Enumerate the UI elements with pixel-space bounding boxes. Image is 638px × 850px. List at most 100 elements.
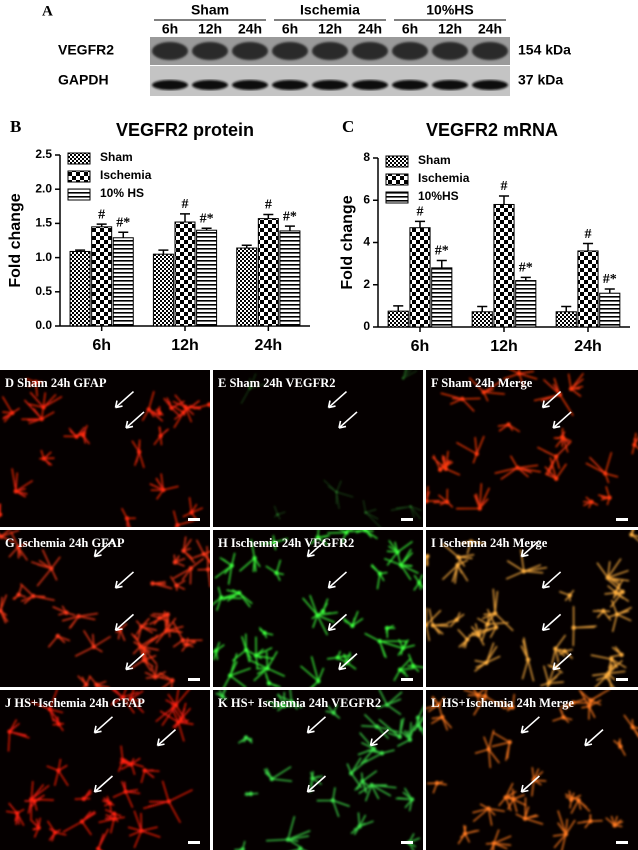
cell-body bbox=[379, 751, 385, 756]
cell-body bbox=[189, 510, 194, 515]
cell-process bbox=[172, 557, 205, 585]
cell-process bbox=[533, 377, 574, 417]
arrow bbox=[93, 716, 114, 734]
significance: # bbox=[265, 198, 272, 213]
cell-process bbox=[623, 714, 638, 738]
cell-body bbox=[456, 554, 461, 560]
cell-body bbox=[511, 797, 516, 802]
cell-body bbox=[236, 590, 242, 596]
cells bbox=[5, 690, 194, 850]
cell-process bbox=[441, 556, 469, 584]
cell-body bbox=[128, 696, 133, 702]
cell-process bbox=[384, 548, 419, 581]
cell-process bbox=[131, 439, 145, 469]
micrograph: L HS+Ischemia 24h Merge bbox=[426, 690, 638, 850]
cell-process bbox=[112, 780, 141, 808]
cell-body bbox=[620, 589, 625, 595]
y-tick-label: 2.0 bbox=[35, 181, 52, 195]
y-tick-label: 2.5 bbox=[35, 147, 52, 161]
cell-process bbox=[500, 693, 516, 712]
cell-process bbox=[376, 690, 403, 716]
significance: #* bbox=[435, 244, 449, 259]
significance: #* bbox=[519, 261, 533, 276]
scale-bar bbox=[188, 841, 200, 844]
scale-bar bbox=[188, 518, 200, 521]
error-bar bbox=[118, 231, 129, 238]
cell-process bbox=[170, 702, 192, 729]
cell-body bbox=[603, 471, 608, 476]
cell-body bbox=[374, 724, 380, 729]
cell-process bbox=[8, 531, 28, 561]
micrograph-bg bbox=[213, 530, 423, 687]
cell-body bbox=[285, 837, 291, 842]
cell-body bbox=[0, 608, 3, 613]
cell-body bbox=[377, 571, 383, 576]
cell-process bbox=[354, 770, 378, 794]
cell-body bbox=[271, 540, 277, 545]
cell-body bbox=[170, 678, 175, 683]
cell-process bbox=[346, 757, 368, 789]
band-size: 37 kDa bbox=[518, 72, 563, 88]
blot-band bbox=[392, 80, 428, 90]
cell-process bbox=[393, 658, 415, 682]
cell-process bbox=[456, 483, 490, 510]
cell-body bbox=[56, 768, 61, 773]
cell-process bbox=[273, 505, 286, 520]
cell-process bbox=[173, 554, 186, 567]
cell-body bbox=[481, 389, 486, 395]
cell-process bbox=[565, 790, 582, 809]
cell-body bbox=[181, 410, 186, 415]
blot-band bbox=[392, 42, 428, 60]
arrow bbox=[114, 390, 135, 409]
cell-body bbox=[183, 404, 188, 410]
cell-process bbox=[97, 828, 109, 850]
bar bbox=[493, 203, 515, 328]
cell-body bbox=[335, 655, 340, 660]
cell-process bbox=[583, 496, 599, 509]
cell-body bbox=[416, 723, 421, 728]
cell-body bbox=[248, 387, 251, 390]
cell-process bbox=[61, 612, 99, 629]
panel-title: I Ischemia 24h Merge bbox=[431, 536, 548, 550]
scale-bar bbox=[401, 841, 413, 844]
cell-body bbox=[491, 841, 497, 846]
scale-bar bbox=[401, 678, 413, 681]
cell-process bbox=[426, 695, 445, 721]
error-bar bbox=[263, 213, 274, 219]
cell-process bbox=[1, 396, 21, 423]
cell-process bbox=[46, 758, 69, 787]
cell-body bbox=[219, 595, 224, 600]
panel-label: B bbox=[10, 117, 21, 136]
cell-body bbox=[462, 831, 468, 836]
legend-label: Sham bbox=[418, 153, 451, 167]
scale-bar bbox=[616, 841, 628, 844]
cell-body bbox=[269, 776, 275, 782]
cell-body bbox=[436, 702, 441, 708]
arrow bbox=[369, 729, 390, 747]
cell-process bbox=[474, 729, 500, 768]
cell-process bbox=[135, 617, 157, 641]
cell-body bbox=[94, 682, 99, 687]
cell-body bbox=[298, 846, 303, 850]
significance: #* bbox=[200, 211, 214, 226]
cell-process bbox=[30, 817, 41, 838]
cell-process bbox=[172, 400, 200, 429]
cell-process bbox=[169, 576, 186, 591]
cell-body bbox=[96, 846, 101, 850]
cell-process bbox=[117, 745, 144, 773]
panel-label: A bbox=[42, 3, 53, 19]
arrow bbox=[541, 571, 562, 589]
cell-process bbox=[567, 372, 584, 397]
error-bar bbox=[284, 225, 295, 231]
cell-body bbox=[614, 612, 620, 617]
cell-process bbox=[468, 377, 505, 402]
cell-body bbox=[331, 710, 336, 716]
cell-process bbox=[12, 584, 27, 601]
y-tick-label: 0.5 bbox=[35, 284, 52, 298]
cell-process bbox=[430, 716, 453, 731]
arrow bbox=[156, 729, 177, 747]
arrow bbox=[541, 390, 562, 409]
cell-process bbox=[364, 632, 407, 659]
arrow bbox=[114, 571, 135, 589]
error-bar bbox=[75, 249, 86, 252]
